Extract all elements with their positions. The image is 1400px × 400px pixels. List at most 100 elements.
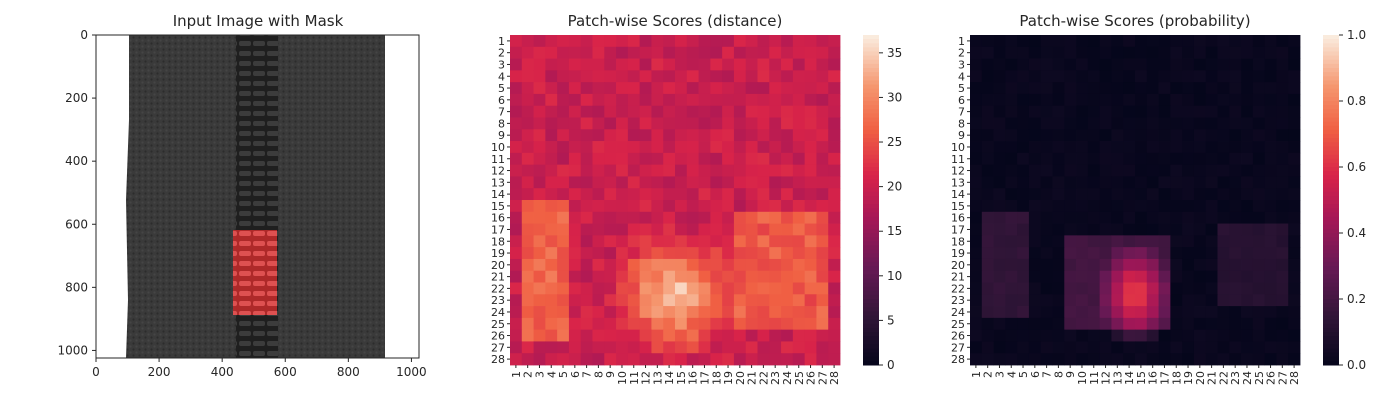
heatmap-cell xyxy=(592,353,605,366)
heatmap-cell xyxy=(1193,70,1207,83)
x-tick-label: 12 xyxy=(1100,371,1113,385)
heatmap-cell xyxy=(1076,329,1089,342)
heatmap-cell xyxy=(1241,105,1254,118)
heatmap-cell xyxy=(710,306,723,319)
colorbar-segment xyxy=(863,183,879,189)
heatmap-cell xyxy=(639,353,652,366)
colorbar-segment xyxy=(1323,344,1339,349)
heatmap-cell xyxy=(1229,141,1242,154)
heatmap-cell xyxy=(675,353,688,366)
heatmap-cell xyxy=(675,235,688,248)
heatmap-cell xyxy=(592,258,605,272)
heatmap-cell xyxy=(616,341,629,354)
heatmap-cell xyxy=(722,70,735,83)
heatmap-cell xyxy=(663,247,676,260)
heatmap-cell xyxy=(1052,306,1065,319)
heatmap-cell xyxy=(1158,211,1171,224)
heatmap-cell xyxy=(1252,129,1266,142)
heatmap-cell xyxy=(1241,223,1254,236)
heatmap-cell xyxy=(1123,164,1136,177)
heatmap-cell xyxy=(510,223,523,236)
heatmap-cell xyxy=(1241,46,1254,59)
colorbar-segment xyxy=(1323,43,1339,48)
colorbar-segment xyxy=(863,352,879,358)
heatmap-cell xyxy=(1264,82,1277,95)
heatmap-cell xyxy=(1193,188,1207,201)
colorbar-segment xyxy=(863,80,879,85)
heatmap-cell xyxy=(698,270,711,283)
heatmap-cell xyxy=(510,235,523,248)
heatmap-cell xyxy=(557,211,570,224)
heatmap-cell xyxy=(981,152,994,166)
heatmap-cell xyxy=(710,329,723,342)
heatmap-cell xyxy=(1052,93,1065,107)
distance-heatmap-x-axis: 1234567891011121314151617181920212223242… xyxy=(510,365,841,385)
y-tick-label: 7 xyxy=(958,106,965,119)
heatmap-cell xyxy=(710,270,723,283)
heatmap-cell xyxy=(1288,129,1301,142)
heatmap-cell xyxy=(1205,294,1218,307)
colorbar-segment xyxy=(863,303,879,308)
heatmap-cell xyxy=(1229,35,1242,48)
heatmap-cell xyxy=(710,235,723,248)
heatmap-cell xyxy=(745,258,758,272)
heatmap-cell xyxy=(1229,258,1242,272)
heatmap-cell xyxy=(1193,141,1207,154)
heatmap-cell xyxy=(1052,282,1065,295)
heatmap-cell xyxy=(1111,294,1124,307)
heatmap-cell xyxy=(1017,317,1030,331)
heatmap-cell xyxy=(1252,341,1266,354)
heatmap-cell xyxy=(757,341,770,354)
heatmap-cell xyxy=(1217,105,1230,118)
heatmap-cell xyxy=(1146,46,1159,59)
heatmap-cell xyxy=(970,247,983,260)
heatmap-cell xyxy=(1135,317,1148,331)
heatmap-cell xyxy=(686,176,699,189)
heatmap-cell xyxy=(1040,258,1053,272)
heatmap-cell xyxy=(639,35,652,48)
colorbar-segment xyxy=(1323,290,1339,296)
heatmap-cell xyxy=(1005,105,1018,118)
heatmap-cell xyxy=(533,46,546,59)
x-tick-label: 0 xyxy=(92,365,100,379)
heatmap-cell xyxy=(1217,294,1230,307)
heatmap-cell xyxy=(1123,282,1136,295)
heatmap-cell xyxy=(698,70,711,83)
x-tick-label: 1000 xyxy=(396,365,427,379)
heatmap-cell xyxy=(1005,58,1018,71)
heatmap-cell xyxy=(1135,270,1148,283)
heatmap-cell xyxy=(1146,258,1159,272)
heatmap-cell xyxy=(639,235,652,248)
heatmap-cell xyxy=(557,82,570,95)
heatmap-cell xyxy=(1276,188,1289,201)
heatmap-cell xyxy=(710,211,723,224)
heatmap-cell xyxy=(1276,223,1289,236)
heatmap-cell xyxy=(1170,117,1183,130)
heatmap-cell xyxy=(1123,270,1136,283)
heatmap-cell xyxy=(745,270,758,283)
heatmap-cell xyxy=(1182,294,1195,307)
heatmap-cell xyxy=(1064,35,1077,48)
x-tick-label: 25 xyxy=(793,371,806,385)
colorbar-segment xyxy=(1323,327,1339,333)
heatmap-cell xyxy=(1099,93,1112,107)
heatmap-cell xyxy=(710,258,723,272)
heatmap-cell xyxy=(1170,270,1183,283)
heatmap-cell xyxy=(533,317,546,331)
heatmap-cell xyxy=(1229,306,1242,319)
heatmap-cell xyxy=(1276,353,1289,366)
colorbar-segment xyxy=(1323,261,1339,267)
x-tick-label: 11 xyxy=(1088,371,1101,385)
heatmap-cell xyxy=(580,317,593,331)
heatmap-cell xyxy=(1276,105,1289,118)
heatmap-cell xyxy=(1040,46,1053,59)
heatmap-cell xyxy=(1205,141,1218,154)
colorbar-segment xyxy=(863,228,879,234)
heatmap-cell xyxy=(521,258,534,272)
heatmap-cell xyxy=(745,223,758,236)
x-tick-label: 2 xyxy=(982,371,995,378)
heatmap-cell xyxy=(616,282,629,295)
heatmap-cell xyxy=(568,46,582,59)
y-tick-label: 21 xyxy=(951,271,965,284)
colorbar-segment xyxy=(1323,303,1339,308)
